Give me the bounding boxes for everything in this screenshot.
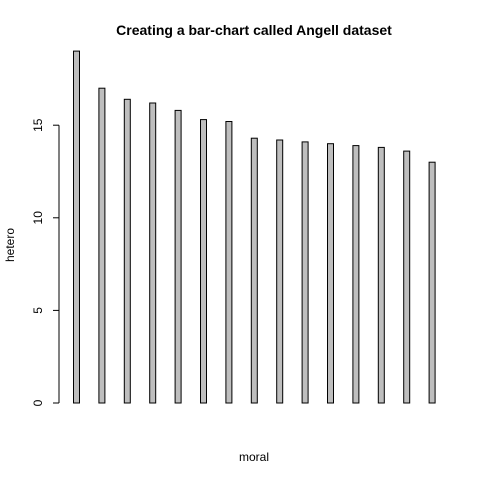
bar-15 — [428, 161, 436, 404]
bar-6 — [200, 119, 207, 404]
bar-7 — [225, 121, 233, 404]
bar-11 — [327, 143, 334, 404]
bar-3 — [123, 98, 131, 404]
y-tick-label-5: 5 — [31, 307, 45, 314]
bar-10 — [301, 141, 309, 404]
bar-5 — [174, 109, 182, 404]
bar-4 — [149, 102, 157, 404]
bar-14 — [403, 150, 411, 404]
y-tick-label-10: 10 — [31, 211, 45, 225]
chart-title: Creating a bar-chart called Angell datas… — [116, 22, 392, 38]
bars-group — [73, 50, 436, 404]
y-axis-label: hetero — [3, 228, 17, 262]
y-tick-label-15: 15 — [31, 118, 45, 132]
bar-12 — [352, 145, 360, 404]
bar-9 — [276, 139, 284, 404]
bar-2 — [98, 87, 106, 404]
y-axis: 0 5 10 15 — [31, 118, 60, 406]
bar-1 — [73, 50, 80, 404]
y-tick-label-0: 0 — [31, 399, 45, 406]
x-axis-label: moral — [239, 450, 269, 464]
bar-8 — [250, 137, 258, 404]
bar-13 — [377, 146, 385, 404]
